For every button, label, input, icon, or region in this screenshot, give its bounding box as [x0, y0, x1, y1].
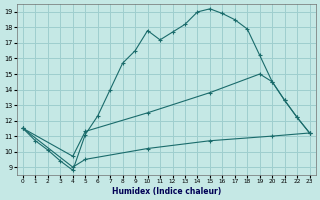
X-axis label: Humidex (Indice chaleur): Humidex (Indice chaleur) [112, 187, 221, 196]
